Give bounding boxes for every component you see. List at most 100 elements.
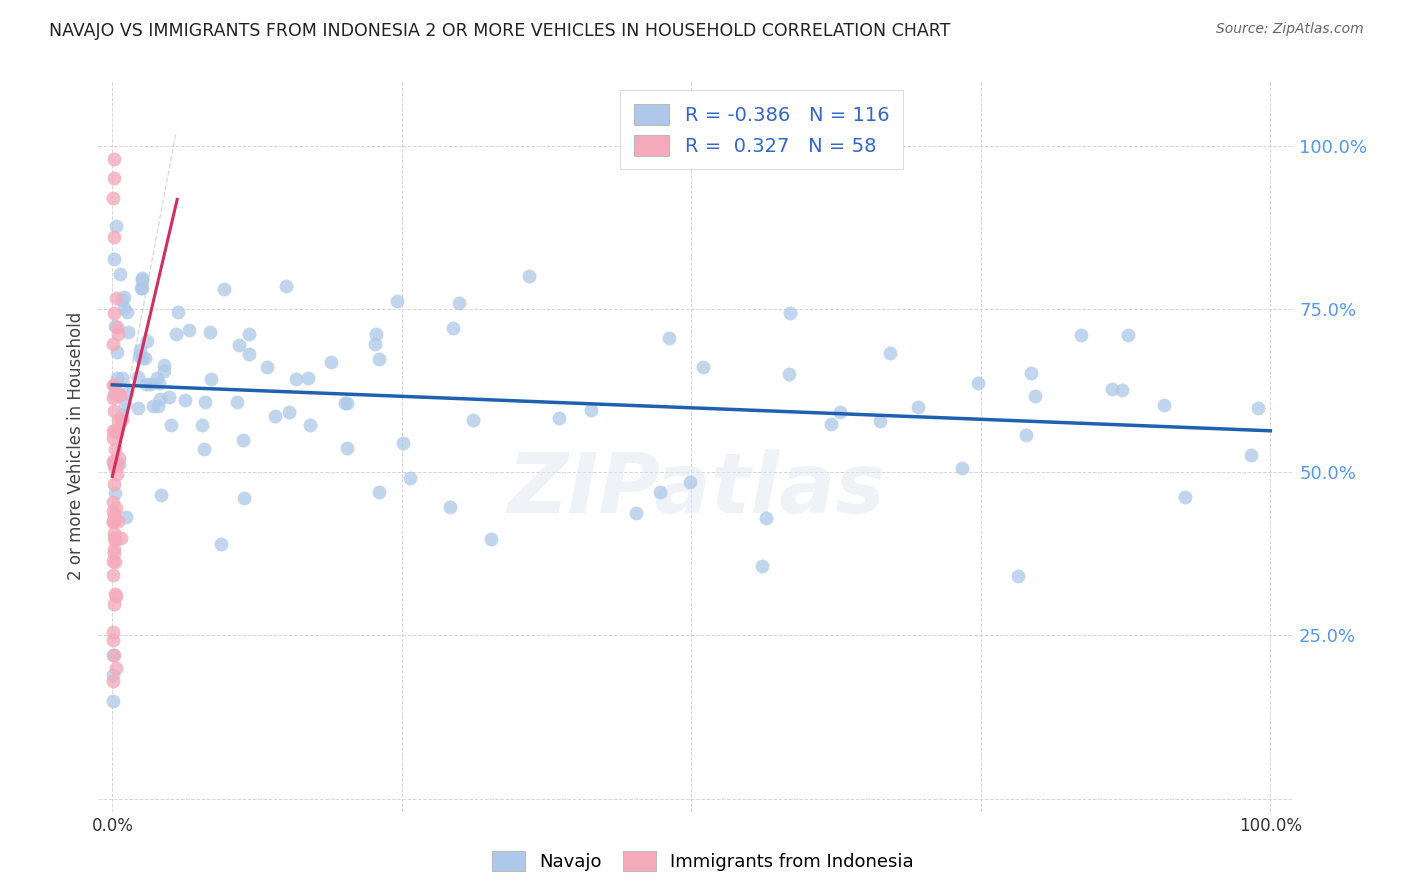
Point (967, 376, 990, 391)
Point (193, 442, 215, 456)
Point (1174, 490, 1197, 504)
Point (103, 624, 125, 639)
Point (103, 171, 125, 186)
Point (1111, 384, 1133, 398)
Point (104, 423, 127, 437)
Point (232, 491, 254, 506)
Point (131, 281, 153, 295)
Point (105, 467, 128, 482)
Text: NAVAJO VS IMMIGRANTS FROM INDONESIA 2 OR MORE VEHICLES IN HOUSEHOLD CORRELATION : NAVAJO VS IMMIGRANTS FROM INDONESIA 2 OR… (49, 22, 950, 40)
Point (441, 320, 464, 334)
Point (624, 506, 647, 520)
Point (159, 417, 181, 432)
Point (103, 531, 125, 545)
Point (103, 306, 125, 320)
Point (146, 400, 169, 414)
Point (198, 325, 221, 339)
Text: Source: ZipAtlas.com: Source: ZipAtlas.com (1216, 22, 1364, 37)
Y-axis label: 2 or more Vehicles in Household: 2 or more Vehicles in Household (67, 312, 86, 580)
Point (145, 371, 167, 385)
Point (103, 336, 125, 351)
Point (226, 395, 249, 409)
Point (129, 281, 152, 295)
Point (692, 359, 714, 374)
Point (104, 512, 127, 526)
Point (103, 648, 125, 662)
Point (439, 500, 461, 515)
Point (105, 589, 128, 603)
Point (105, 219, 128, 233)
Point (152, 358, 174, 372)
Point (103, 597, 125, 611)
Point (479, 533, 502, 547)
Point (1101, 382, 1123, 396)
Point (105, 291, 128, 305)
Point (209, 536, 232, 550)
Point (104, 442, 127, 456)
Point (103, 455, 125, 469)
Point (103, 508, 125, 522)
Point (103, 454, 125, 468)
Point (1153, 398, 1175, 412)
Point (447, 295, 470, 310)
Point (399, 470, 422, 484)
Point (1116, 328, 1139, 343)
Point (127, 401, 149, 415)
Point (103, 485, 125, 500)
Point (167, 305, 190, 319)
Point (364, 337, 387, 351)
Point (179, 323, 201, 337)
Point (517, 268, 540, 283)
Point (1247, 401, 1270, 415)
Point (321, 355, 343, 369)
Point (157, 391, 180, 405)
Point (105, 457, 128, 471)
Point (112, 301, 135, 315)
Legend: Navajo, Immigrants from Indonesia: Navajo, Immigrants from Indonesia (485, 844, 921, 879)
Point (828, 405, 851, 419)
Point (103, 387, 125, 401)
Point (165, 326, 187, 341)
Point (114, 510, 136, 524)
Point (103, 477, 125, 491)
Point (131, 351, 153, 366)
Point (238, 327, 260, 342)
Point (103, 458, 125, 472)
Point (278, 404, 301, 418)
Point (579, 403, 602, 417)
Point (107, 345, 129, 359)
Point (148, 392, 170, 406)
Point (103, 568, 125, 582)
Point (1070, 327, 1092, 342)
Point (135, 377, 157, 392)
Point (107, 413, 129, 427)
Point (105, 425, 128, 440)
Point (658, 331, 681, 345)
Point (134, 351, 156, 365)
Point (103, 152, 125, 166)
Point (104, 380, 127, 394)
Point (103, 515, 125, 529)
Point (110, 412, 132, 426)
Point (103, 525, 125, 540)
Point (127, 369, 149, 384)
Point (778, 368, 800, 382)
Point (103, 694, 125, 708)
Point (276, 279, 298, 293)
Point (298, 417, 321, 432)
Point (950, 461, 973, 475)
Point (103, 504, 125, 518)
Legend: R = -0.386   N = 116, R =  0.327   N = 58: R = -0.386 N = 116, R = 0.327 N = 58 (620, 90, 903, 169)
Point (103, 431, 125, 445)
Point (107, 327, 129, 342)
Point (463, 413, 485, 427)
Point (103, 546, 125, 560)
Point (548, 410, 571, 425)
Point (103, 378, 125, 392)
Point (105, 661, 128, 675)
Point (264, 409, 287, 424)
Point (232, 434, 254, 448)
Point (103, 391, 125, 405)
Point (103, 403, 125, 417)
Point (194, 394, 217, 409)
